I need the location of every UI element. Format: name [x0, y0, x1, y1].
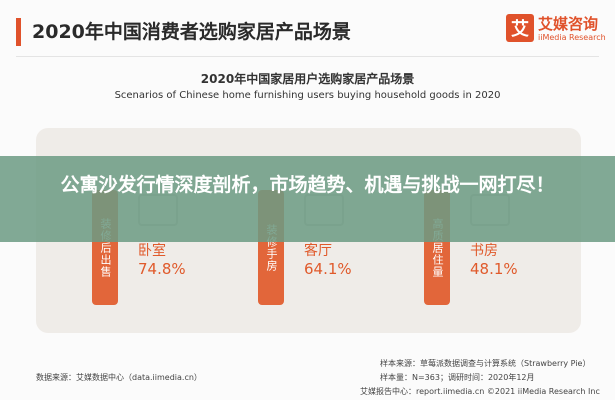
- sample-size: 样本量：N=363；调研时间：2020年12月: [380, 373, 535, 382]
- brand-subtitle: iiMedia Research: [538, 33, 606, 42]
- sample-source: 样本来源：草莓派数据调查与计算系统（Strawberry Pie）: [380, 359, 591, 368]
- scene-value: 74.8%: [138, 260, 186, 278]
- header-divider: [16, 56, 599, 57]
- title-banner: [0, 156, 615, 242]
- page-title: 2020年中国消费者选购家居产品场景: [32, 21, 351, 43]
- scene-value: 64.1%: [304, 260, 352, 278]
- scene-name: 卧室: [138, 243, 166, 259]
- copyright: 艾媒报告中心：report.iimedia.cn ©2021 iiMedia R…: [360, 387, 600, 396]
- scene-name: 书房: [470, 243, 498, 259]
- chart-subtitle: Scenarios of Chinese home furnishing use…: [114, 90, 501, 101]
- header-accent-bar: [16, 18, 21, 46]
- chart-title: 2020年中国家居用户选购家居产品场景: [200, 72, 415, 86]
- data-source: 数据来源：艾媒数据中心（data.iimedia.cn）: [36, 373, 202, 382]
- scene-value: 48.1%: [470, 260, 518, 278]
- brand-name: 艾媒咨询: [538, 15, 599, 33]
- brand-logo-icon: 艾: [506, 14, 534, 42]
- scene-name: 客厅: [304, 243, 332, 259]
- banner-headline: 公寓沙发行情深度剖析，市场趋势、机遇与挑战一网打尽！: [60, 174, 555, 196]
